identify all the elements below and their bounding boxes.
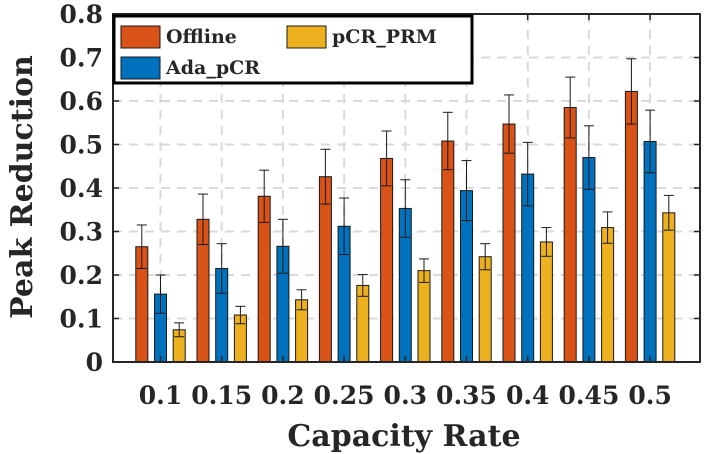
x-tick-label: 0.25 — [314, 381, 375, 410]
y-tick-label: 0.2 — [60, 261, 104, 290]
bar — [356, 284, 370, 363]
y-tick-label: 0.7 — [60, 44, 104, 73]
y-tick-label: 0.5 — [60, 131, 104, 160]
bar — [624, 90, 638, 363]
plot-area: 0 0.1 0.2 0.3 0.4 0.5 0.6 0.7 0.8 0.1 0.15 0.2 0.25 0… — [60, 0, 701, 410]
axes-frame — [112, 13, 701, 363]
legend-swatch — [286, 25, 327, 49]
bar — [643, 140, 657, 363]
bar — [441, 140, 455, 363]
y-tick-label: 0.4 — [60, 174, 104, 203]
bar — [539, 241, 553, 363]
bar — [662, 212, 676, 363]
x-tick-label: 0.2 — [261, 381, 305, 410]
legend-swatch — [120, 25, 161, 49]
x-tick-label: 0.15 — [191, 381, 252, 410]
bar — [502, 123, 516, 363]
x-tick-label: 0.35 — [436, 381, 497, 410]
y-tick-label: 0 — [86, 348, 103, 377]
x-tick-label: 0.1 — [139, 381, 183, 410]
x-axis-title: Capacity Rate — [287, 419, 520, 454]
legend-label: Ada_pCR — [165, 57, 260, 79]
bar — [563, 107, 577, 363]
y-axis-title: Peak Reduction — [5, 55, 40, 319]
x-tick-label: 0.45 — [558, 381, 619, 410]
legend-label: Offline — [166, 26, 237, 48]
bar — [601, 227, 615, 363]
y-tick-label: 0.3 — [60, 218, 104, 247]
bar — [380, 157, 394, 363]
legend-label: pCR_PRM — [332, 26, 437, 48]
legend-swatch — [120, 56, 161, 80]
bar — [478, 256, 492, 363]
y-tick-label: 0.6 — [60, 87, 104, 116]
x-tick-label: 0.5 — [628, 381, 672, 410]
legend: Offline Ada_pCR pCR_PRM — [112, 14, 474, 85]
y-tick-label: 0.1 — [60, 305, 104, 334]
y-tick-label: 0.8 — [60, 0, 104, 29]
x-tick-label: 0.3 — [384, 381, 428, 410]
bar — [417, 270, 431, 363]
x-tick-label: 0.4 — [506, 381, 550, 410]
